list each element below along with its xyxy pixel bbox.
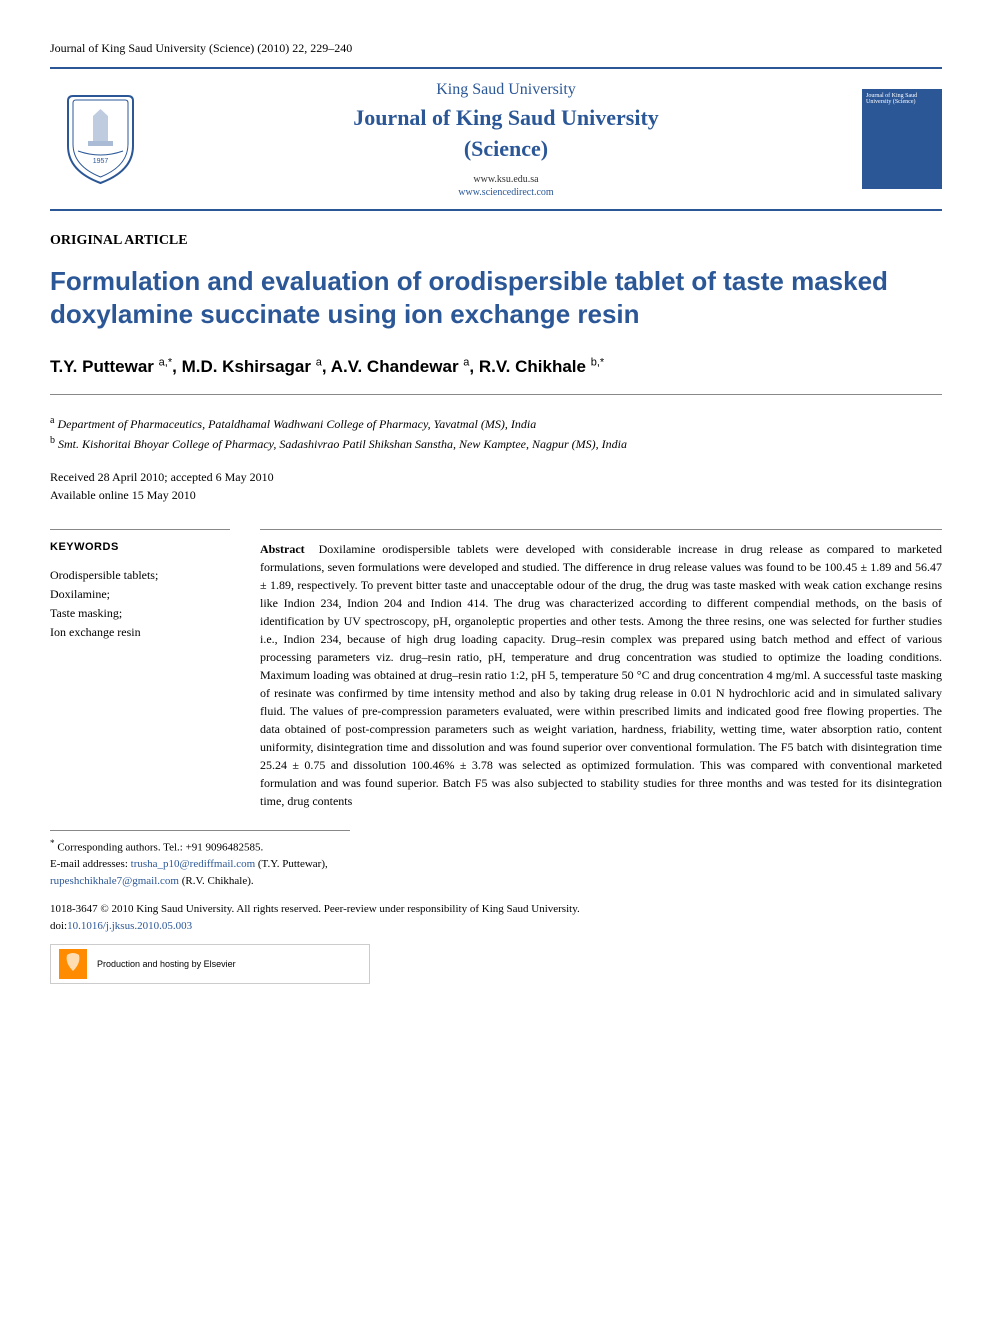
url-ksu[interactable]: www.ksu.edu.sa <box>150 173 862 186</box>
received-accepted-date: Received 28 April 2010; accepted 6 May 2… <box>50 468 942 486</box>
university-shield-logo: 1957 <box>63 91 138 186</box>
email-link[interactable]: trusha_p10@rediffmail.com <box>131 858 255 870</box>
email-author: (T.Y. Puttewar), <box>258 858 328 870</box>
journal-cover-thumbnail: Journal of King Saud University (Science… <box>862 89 942 189</box>
corresponding-tel: Corresponding authors. Tel.: +91 9096482… <box>57 842 263 854</box>
keywords-box: KEYWORDS Orodispersible tablets; Doxilam… <box>50 529 230 810</box>
online-date: Available online 15 May 2010 <box>50 486 942 504</box>
email-label: E-mail addresses: <box>50 858 128 870</box>
article-type-label: ORIGINAL ARTICLE <box>50 231 942 251</box>
corresponding-author-block: * Corresponding authors. Tel.: +91 90964… <box>50 837 942 889</box>
affiliations-block: a Department of Pharmaceutics, Pataldham… <box>50 413 942 453</box>
author-name: A.V. Chandewar <box>331 357 459 376</box>
article-title: Formulation and evaluation of orodispers… <box>50 265 942 330</box>
affiliation-line: a Department of Pharmaceutics, Pataldham… <box>50 413 942 433</box>
elsevier-hosting-box: Production and hosting by Elsevier <box>50 944 370 984</box>
author-name: R.V. Chikhale <box>479 357 586 376</box>
author-affil-sup: a,* <box>159 357 172 369</box>
affiliation-line: b Smt. Kishoritai Bhoyar College of Phar… <box>50 433 942 453</box>
abstract-body: Doxilamine orodispersible tablets were d… <box>260 542 942 808</box>
url-sciencedirect[interactable]: www.sciencedirect.com <box>150 186 862 199</box>
author-affil-sup: a <box>463 357 469 369</box>
author-affil-sup: a <box>316 357 322 369</box>
journal-header-line: Journal of King Saud University (Science… <box>50 40 942 57</box>
banner-title-block: King Saud University Journal of King Sau… <box>150 79 862 199</box>
abstract-section: KEYWORDS Orodispersible tablets; Doxilam… <box>50 529 942 810</box>
university-logo-container: 1957 <box>50 91 150 186</box>
abstract-label: Abstract <box>260 542 305 556</box>
author-name: M.D. Kshirsagar <box>182 357 311 376</box>
email-author: (R.V. Chikhale). <box>182 875 254 887</box>
authors-line: T.Y. Puttewar a,*, M.D. Kshirsagar a, A.… <box>50 355 942 395</box>
journal-subtitle: (Science) <box>150 134 862 165</box>
issn-copyright-text: 1018-3647 © 2010 King Saud University. A… <box>50 903 580 915</box>
keywords-list: Orodispersible tablets; Doxilamine; Tast… <box>50 566 230 643</box>
journal-urls: www.ksu.edu.sa www.sciencedirect.com <box>150 173 862 199</box>
corresponding-star: * <box>50 838 55 848</box>
email-link[interactable]: rupeshchikhale7@gmail.com <box>50 875 179 887</box>
keywords-heading: KEYWORDS <box>50 540 230 555</box>
author-name: T.Y. Puttewar <box>50 357 154 376</box>
doi-label: doi: <box>50 920 67 932</box>
article-dates: Received 28 April 2010; accepted 6 May 2… <box>50 468 942 504</box>
cover-title-text: Journal of King Saud University (Science… <box>866 93 938 106</box>
journal-banner: 1957 King Saud University Journal of Kin… <box>50 67 942 211</box>
author-affil-sup: b,* <box>591 357 604 369</box>
copyright-block: 1018-3647 © 2010 King Saud University. A… <box>50 901 942 934</box>
doi-link[interactable]: 10.1016/j.jksus.2010.05.003 <box>67 920 192 932</box>
elsevier-hosting-text: Production and hosting by Elsevier <box>97 958 236 971</box>
journal-name: Journal of King Saud University <box>150 103 862 134</box>
svg-text:1957: 1957 <box>92 158 108 165</box>
footer-divider <box>50 830 350 837</box>
university-name: King Saud University <box>150 79 862 101</box>
elsevier-logo-icon <box>59 949 87 979</box>
abstract-text: Abstract Doxilamine orodispersible table… <box>260 529 942 810</box>
